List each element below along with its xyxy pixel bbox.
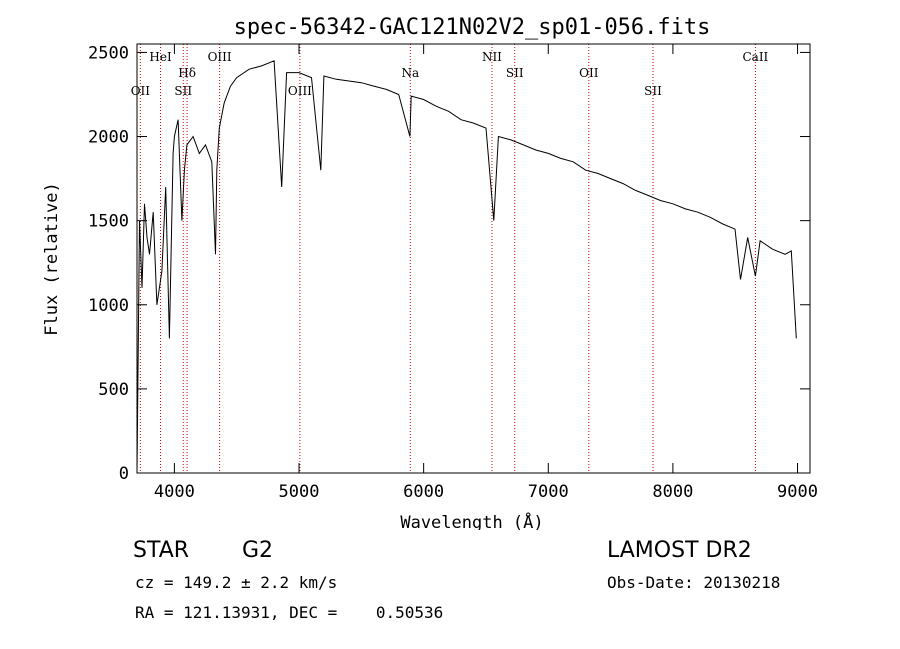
- y-tick-label: 1000: [88, 296, 129, 316]
- axis-ticks: 4000 5000 6000 7000 8000 9000 0 500 1000 1500 2000…: [88, 43, 818, 502]
- spectrum-chart: spec-56342-GAC121N02V2_sp01-056.fits Wav…: [42, 15, 818, 530]
- spectrum-line: [136, 60, 797, 474]
- line-marker-label: CaII: [742, 50, 768, 64]
- object-subclass: G2: [242, 538, 274, 563]
- line-marker-label: Hδ: [178, 66, 196, 80]
- observation-date: Obs-Date: 20130218: [607, 573, 781, 592]
- emission-line-markers: OII HeI SII Hδ OIII OIII Na NII SII OII SII CaII: [131, 44, 769, 473]
- y-axis-label: Flux (relative): [42, 182, 62, 336]
- coordinates: RA = 121.13931, DEC = 0.50536: [135, 603, 444, 622]
- line-marker-label: SII: [506, 66, 524, 80]
- line-marker-label: SII: [174, 84, 192, 98]
- survey-name: LAMOST DR2: [607, 538, 752, 563]
- x-tick-label: 8000: [652, 482, 693, 502]
- x-tick-label: 5000: [279, 482, 320, 502]
- line-marker-label: Na: [401, 66, 419, 80]
- line-marker-label: HeI: [149, 50, 172, 64]
- line-marker-label: OIII: [208, 50, 232, 64]
- object-type: STAR: [133, 538, 190, 563]
- x-tick-label: 4000: [154, 482, 195, 502]
- y-tick-label: 2000: [88, 128, 129, 148]
- x-tick-label: 9000: [777, 482, 818, 502]
- x-tick-label: 7000: [528, 482, 569, 502]
- x-axis-label: Wavelength (Å): [400, 511, 543, 530]
- y-tick-label: 1500: [88, 212, 129, 232]
- redshift-value: cz = 149.2 ± 2.2 km/s: [135, 573, 338, 592]
- line-marker-label: OIII: [288, 84, 312, 98]
- x-tick-label: 6000: [403, 482, 444, 502]
- line-marker-label: NII: [482, 50, 502, 64]
- y-tick-label: 500: [98, 380, 129, 400]
- line-marker-label: SII: [644, 84, 662, 98]
- plot-frame: [136, 43, 811, 474]
- y-tick-label: 0: [119, 464, 129, 484]
- spectrum-series: [136, 60, 797, 474]
- chart-title: spec-56342-GAC121N02V2_sp01-056.fits: [234, 15, 711, 40]
- y-tick-label: 2500: [88, 43, 129, 63]
- line-marker-label: OII: [131, 84, 151, 98]
- line-marker-label: OII: [579, 66, 599, 80]
